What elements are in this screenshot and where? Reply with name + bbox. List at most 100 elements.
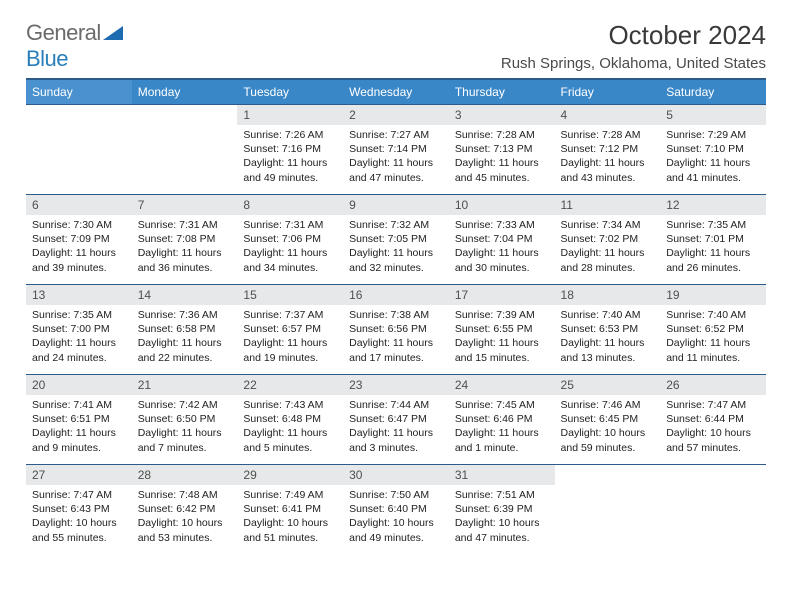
day-number: 21 [132, 374, 238, 395]
day-number: 12 [660, 194, 766, 215]
day-number: 10 [449, 194, 555, 215]
calendar-empty-cell [26, 104, 132, 194]
day-number: 4 [555, 104, 661, 125]
calendar-day-cell: 13Sunrise: 7:35 AMSunset: 7:00 PMDayligh… [26, 284, 132, 374]
day-details: Sunrise: 7:32 AMSunset: 7:05 PMDaylight:… [343, 215, 449, 281]
day-details: Sunrise: 7:37 AMSunset: 6:57 PMDaylight:… [237, 305, 343, 371]
day-details: Sunrise: 7:46 AMSunset: 6:45 PMDaylight:… [555, 395, 661, 461]
calendar-empty-cell [132, 104, 238, 194]
day-details: Sunrise: 7:50 AMSunset: 6:40 PMDaylight:… [343, 485, 449, 551]
logo-word-1: General [26, 20, 101, 45]
day-details: Sunrise: 7:45 AMSunset: 6:46 PMDaylight:… [449, 395, 555, 461]
day-details: Sunrise: 7:40 AMSunset: 6:53 PMDaylight:… [555, 305, 661, 371]
day-number: 26 [660, 374, 766, 395]
title-block: October 2024 Rush Springs, Oklahoma, Uni… [501, 20, 766, 72]
weekday-header: Monday [132, 79, 238, 104]
day-details: Sunrise: 7:43 AMSunset: 6:48 PMDaylight:… [237, 395, 343, 461]
day-details: Sunrise: 7:36 AMSunset: 6:58 PMDaylight:… [132, 305, 238, 371]
day-details: Sunrise: 7:33 AMSunset: 7:04 PMDaylight:… [449, 215, 555, 281]
day-details: Sunrise: 7:34 AMSunset: 7:02 PMDaylight:… [555, 215, 661, 281]
calendar-day-cell: 10Sunrise: 7:33 AMSunset: 7:04 PMDayligh… [449, 194, 555, 284]
calendar-day-cell: 30Sunrise: 7:50 AMSunset: 6:40 PMDayligh… [343, 464, 449, 554]
calendar-day-cell: 8Sunrise: 7:31 AMSunset: 7:06 PMDaylight… [237, 194, 343, 284]
calendar-day-cell: 14Sunrise: 7:36 AMSunset: 6:58 PMDayligh… [132, 284, 238, 374]
location-subtitle: Rush Springs, Oklahoma, United States [501, 55, 766, 72]
day-number: 18 [555, 284, 661, 305]
day-details: Sunrise: 7:40 AMSunset: 6:52 PMDaylight:… [660, 305, 766, 371]
day-number: 19 [660, 284, 766, 305]
brand-logo: General Blue [26, 20, 123, 72]
logo-word-2: Blue [26, 46, 68, 71]
calendar-day-cell: 9Sunrise: 7:32 AMSunset: 7:05 PMDaylight… [343, 194, 449, 284]
day-details: Sunrise: 7:47 AMSunset: 6:44 PMDaylight:… [660, 395, 766, 461]
day-details: Sunrise: 7:42 AMSunset: 6:50 PMDaylight:… [132, 395, 238, 461]
weekday-header: Saturday [660, 79, 766, 104]
day-details: Sunrise: 7:48 AMSunset: 6:42 PMDaylight:… [132, 485, 238, 551]
day-details: Sunrise: 7:49 AMSunset: 6:41 PMDaylight:… [237, 485, 343, 551]
calendar-day-cell: 20Sunrise: 7:41 AMSunset: 6:51 PMDayligh… [26, 374, 132, 464]
day-number: 20 [26, 374, 132, 395]
day-details: Sunrise: 7:28 AMSunset: 7:12 PMDaylight:… [555, 125, 661, 191]
day-number: 7 [132, 194, 238, 215]
calendar-day-cell: 16Sunrise: 7:38 AMSunset: 6:56 PMDayligh… [343, 284, 449, 374]
day-number: 29 [237, 464, 343, 485]
calendar-day-cell: 5Sunrise: 7:29 AMSunset: 7:10 PMDaylight… [660, 104, 766, 194]
logo-text: General Blue [26, 20, 123, 72]
day-number: 6 [26, 194, 132, 215]
calendar-week-row: 27Sunrise: 7:47 AMSunset: 6:43 PMDayligh… [26, 464, 766, 554]
calendar-day-cell: 11Sunrise: 7:34 AMSunset: 7:02 PMDayligh… [555, 194, 661, 284]
day-number: 22 [237, 374, 343, 395]
calendar-day-cell: 27Sunrise: 7:47 AMSunset: 6:43 PMDayligh… [26, 464, 132, 554]
calendar-empty-cell [660, 464, 766, 554]
day-details: Sunrise: 7:31 AMSunset: 7:08 PMDaylight:… [132, 215, 238, 281]
day-number: 5 [660, 104, 766, 125]
day-details: Sunrise: 7:27 AMSunset: 7:14 PMDaylight:… [343, 125, 449, 191]
calendar-day-cell: 18Sunrise: 7:40 AMSunset: 6:53 PMDayligh… [555, 284, 661, 374]
calendar-day-cell: 3Sunrise: 7:28 AMSunset: 7:13 PMDaylight… [449, 104, 555, 194]
month-title: October 2024 [501, 20, 766, 51]
calendar-day-cell: 28Sunrise: 7:48 AMSunset: 6:42 PMDayligh… [132, 464, 238, 554]
day-number: 2 [343, 104, 449, 125]
calendar-day-cell: 29Sunrise: 7:49 AMSunset: 6:41 PMDayligh… [237, 464, 343, 554]
day-number: 1 [237, 104, 343, 125]
logo-triangle-icon [103, 20, 123, 46]
weekday-header: Tuesday [237, 79, 343, 104]
day-number: 3 [449, 104, 555, 125]
calendar-table: SundayMondayTuesdayWednesdayThursdayFrid… [26, 78, 766, 554]
calendar-week-row: 13Sunrise: 7:35 AMSunset: 7:00 PMDayligh… [26, 284, 766, 374]
day-details: Sunrise: 7:35 AMSunset: 7:00 PMDaylight:… [26, 305, 132, 371]
day-number: 15 [237, 284, 343, 305]
calendar-week-row: 1Sunrise: 7:26 AMSunset: 7:16 PMDaylight… [26, 104, 766, 194]
day-details: Sunrise: 7:31 AMSunset: 7:06 PMDaylight:… [237, 215, 343, 281]
calendar-day-cell: 26Sunrise: 7:47 AMSunset: 6:44 PMDayligh… [660, 374, 766, 464]
day-details: Sunrise: 7:26 AMSunset: 7:16 PMDaylight:… [237, 125, 343, 191]
calendar-page: General Blue October 2024 Rush Springs, … [0, 0, 792, 574]
day-details: Sunrise: 7:28 AMSunset: 7:13 PMDaylight:… [449, 125, 555, 191]
day-number: 9 [343, 194, 449, 215]
day-details: Sunrise: 7:44 AMSunset: 6:47 PMDaylight:… [343, 395, 449, 461]
day-details: Sunrise: 7:47 AMSunset: 6:43 PMDaylight:… [26, 485, 132, 551]
day-number: 25 [555, 374, 661, 395]
day-details: Sunrise: 7:51 AMSunset: 6:39 PMDaylight:… [449, 485, 555, 551]
day-details: Sunrise: 7:30 AMSunset: 7:09 PMDaylight:… [26, 215, 132, 281]
day-number: 27 [26, 464, 132, 485]
calendar-day-cell: 24Sunrise: 7:45 AMSunset: 6:46 PMDayligh… [449, 374, 555, 464]
calendar-body: 1Sunrise: 7:26 AMSunset: 7:16 PMDaylight… [26, 104, 766, 554]
calendar-head: SundayMondayTuesdayWednesdayThursdayFrid… [26, 79, 766, 104]
calendar-day-cell: 23Sunrise: 7:44 AMSunset: 6:47 PMDayligh… [343, 374, 449, 464]
calendar-week-row: 6Sunrise: 7:30 AMSunset: 7:09 PMDaylight… [26, 194, 766, 284]
day-details: Sunrise: 7:41 AMSunset: 6:51 PMDaylight:… [26, 395, 132, 461]
day-number: 23 [343, 374, 449, 395]
day-number: 30 [343, 464, 449, 485]
weekdays-row: SundayMondayTuesdayWednesdayThursdayFrid… [26, 79, 766, 104]
day-number: 24 [449, 374, 555, 395]
day-details: Sunrise: 7:38 AMSunset: 6:56 PMDaylight:… [343, 305, 449, 371]
calendar-day-cell: 2Sunrise: 7:27 AMSunset: 7:14 PMDaylight… [343, 104, 449, 194]
calendar-day-cell: 19Sunrise: 7:40 AMSunset: 6:52 PMDayligh… [660, 284, 766, 374]
day-number: 16 [343, 284, 449, 305]
weekday-header: Friday [555, 79, 661, 104]
calendar-day-cell: 7Sunrise: 7:31 AMSunset: 7:08 PMDaylight… [132, 194, 238, 284]
calendar-day-cell: 12Sunrise: 7:35 AMSunset: 7:01 PMDayligh… [660, 194, 766, 284]
day-number: 11 [555, 194, 661, 215]
calendar-day-cell: 4Sunrise: 7:28 AMSunset: 7:12 PMDaylight… [555, 104, 661, 194]
